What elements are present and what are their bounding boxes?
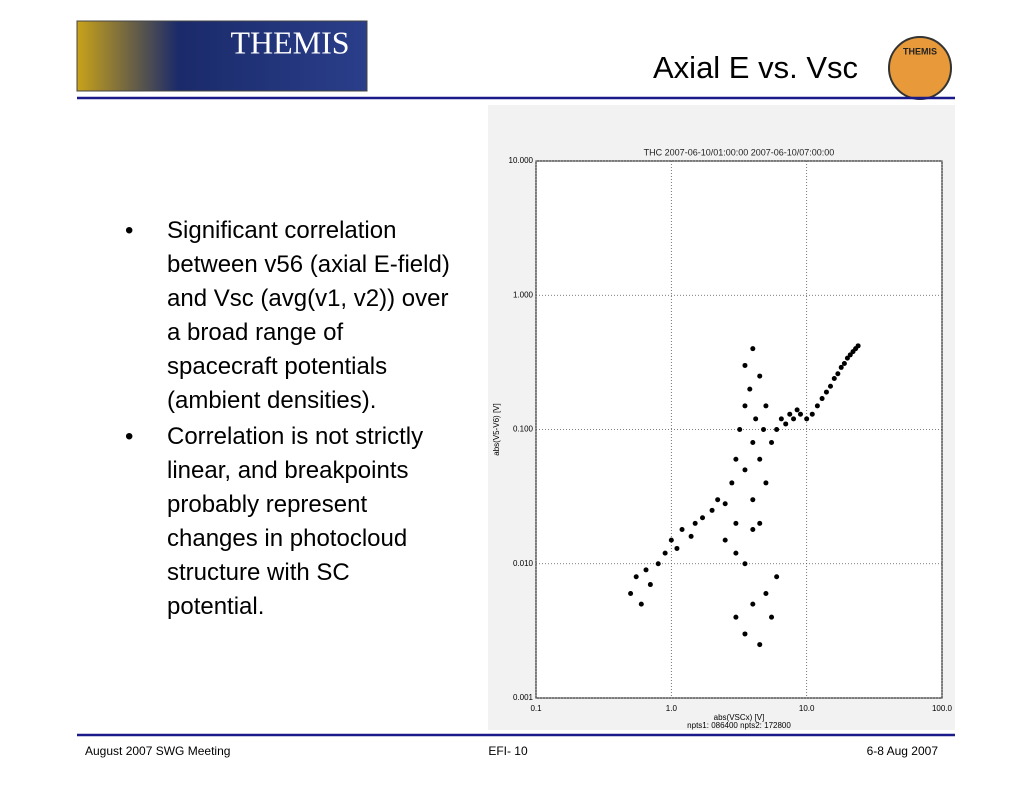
point xyxy=(722,501,728,507)
point xyxy=(823,389,829,395)
point xyxy=(722,537,728,543)
point xyxy=(787,411,793,417)
point xyxy=(742,403,748,409)
logo-text: THEMIS xyxy=(230,24,349,60)
footer-right: 6-8 Aug 2007 xyxy=(867,744,939,758)
point xyxy=(742,362,748,368)
logo xyxy=(76,20,368,92)
point xyxy=(747,386,753,392)
point xyxy=(750,526,756,532)
point xyxy=(769,614,775,620)
point xyxy=(809,411,815,417)
x-tick-label: 1.0 xyxy=(666,704,678,713)
point xyxy=(700,515,706,521)
point xyxy=(855,343,861,349)
y-tick-label: 0.100 xyxy=(513,425,534,434)
point xyxy=(643,567,649,573)
slide-title: Axial E vs. Vsc xyxy=(653,50,858,85)
point xyxy=(733,550,739,556)
point xyxy=(791,416,797,422)
point xyxy=(715,497,721,503)
x-axis-label: abs(VSCx) [V] xyxy=(714,713,765,722)
point xyxy=(844,355,850,361)
point xyxy=(774,574,780,580)
point xyxy=(835,371,841,377)
chart-note: npts1: 086400 npts2: 172800 xyxy=(687,721,791,730)
bullet: Significant correlation between v56 (axi… xyxy=(120,214,450,418)
point xyxy=(753,416,759,422)
point xyxy=(763,591,769,597)
point xyxy=(783,421,789,427)
point xyxy=(688,533,694,539)
point xyxy=(827,383,833,389)
point xyxy=(838,364,844,370)
point xyxy=(769,440,775,446)
point xyxy=(774,427,780,432)
point xyxy=(757,373,763,379)
point xyxy=(831,375,837,381)
point xyxy=(757,642,763,648)
bullet: Correlation is not strictly linear, and … xyxy=(120,420,450,624)
badge-text: THEMIS xyxy=(903,46,937,56)
x-tick-label: 100.0 xyxy=(932,704,953,713)
footer-left: August 2007 SWG Meeting xyxy=(85,744,230,758)
point xyxy=(750,497,756,503)
point xyxy=(841,361,847,367)
bullet-list: Significant correlation between v56 (axi… xyxy=(120,214,450,626)
point xyxy=(763,480,769,486)
y-tick-label: 0.001 xyxy=(513,693,534,702)
point xyxy=(679,526,685,532)
point xyxy=(737,427,743,432)
point xyxy=(750,601,756,607)
point xyxy=(794,407,800,413)
point xyxy=(742,467,748,473)
point xyxy=(750,440,756,446)
point xyxy=(763,403,769,409)
point xyxy=(638,601,644,607)
chart-title: THC 2007-06-10/01:00:00 2007-06-10/07:00… xyxy=(644,147,835,157)
point xyxy=(757,520,763,526)
point xyxy=(733,456,739,462)
y-tick-label: 0.010 xyxy=(513,559,534,568)
point xyxy=(761,427,767,432)
point xyxy=(778,416,784,422)
point xyxy=(668,537,674,543)
footer-center: EFI- 10 xyxy=(488,744,528,758)
x-tick-label: 10.0 xyxy=(799,704,815,713)
y-tick-label: 10.000 xyxy=(509,156,534,165)
y-axis-label: abs(V5-V6) [V] xyxy=(492,403,501,455)
point xyxy=(797,411,803,417)
y-tick-label: 1.000 xyxy=(513,290,534,299)
point xyxy=(733,520,739,526)
point xyxy=(662,550,668,556)
point xyxy=(819,396,825,402)
point xyxy=(742,561,748,567)
point xyxy=(733,614,739,620)
point xyxy=(633,574,639,580)
point xyxy=(647,582,653,588)
point xyxy=(814,403,820,409)
point xyxy=(692,520,698,526)
point xyxy=(709,507,715,513)
point xyxy=(655,561,661,567)
point xyxy=(729,480,735,486)
point xyxy=(757,456,763,462)
point xyxy=(750,346,756,352)
point xyxy=(674,545,680,551)
point xyxy=(742,631,748,637)
point xyxy=(628,591,634,597)
point xyxy=(804,416,810,422)
x-tick-label: 0.1 xyxy=(530,704,542,713)
